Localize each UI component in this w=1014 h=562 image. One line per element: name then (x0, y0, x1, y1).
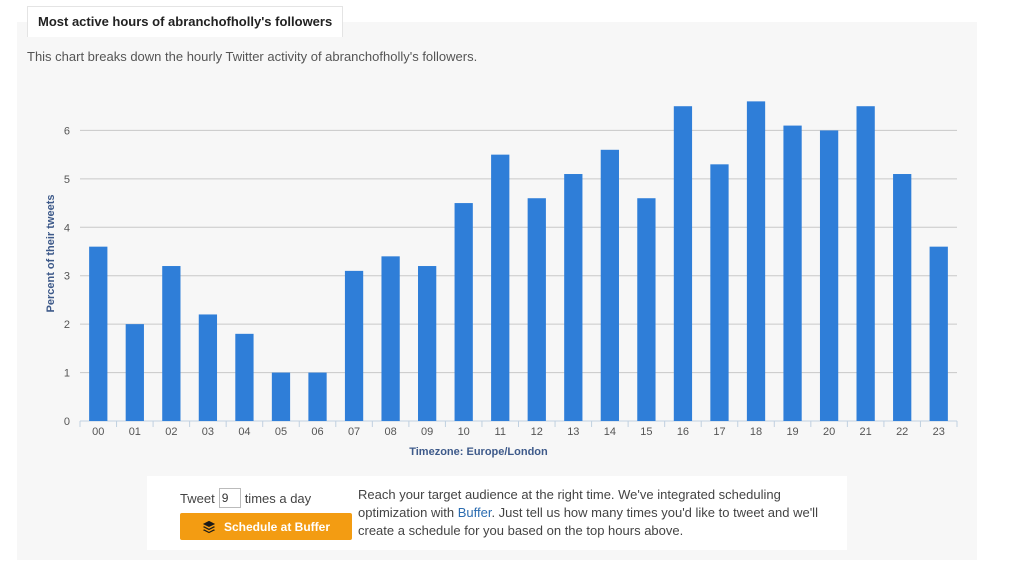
panel-title: Most active hours of abranchofholly's fo… (38, 14, 333, 29)
y-tick-label: 5 (64, 174, 70, 186)
tweet-suffix-label: times a day (244, 490, 312, 506)
bar-15 (637, 198, 656, 421)
bar-17 (710, 164, 729, 422)
desc-text-after: . Just tell us how many times you'd like… (358, 505, 818, 538)
x-tick-label: 09 (421, 426, 433, 438)
scheduler-description: Reach your target audience at the right … (358, 486, 828, 540)
y-tick-label: 6 (64, 125, 70, 137)
bar-19 (783, 125, 802, 421)
x-tick-label: 05 (275, 426, 287, 438)
bar-05 (271, 372, 291, 421)
buffer-link[interactable]: Buffer (457, 505, 492, 520)
x-tick-label: 12 (531, 426, 543, 438)
x-tick-label: 11 (495, 426, 506, 438)
x-tick-label: 08 (384, 426, 396, 438)
schedule-button-label: Schedule at Buffer (223, 519, 331, 534)
y-tick-label: 0 (64, 416, 70, 428)
bar-22 (893, 174, 912, 421)
x-tick-label: 16 (677, 426, 689, 438)
bar-10 (454, 203, 473, 421)
chart-subtitle: This chart breaks down the hourly Twitte… (27, 49, 478, 64)
bar-06 (308, 372, 327, 421)
schedule-at-buffer-button[interactable]: Schedule at Buffer (180, 513, 352, 540)
bar-09 (418, 266, 437, 421)
x-tick-label: 17 (713, 426, 725, 438)
bar-21 (856, 106, 875, 421)
x-tick-label: 21 (860, 426, 872, 438)
bar-01 (125, 324, 144, 421)
tweet-count-input[interactable] (218, 488, 241, 508)
x-tick-label: 14 (604, 426, 616, 438)
bar-18 (746, 101, 766, 421)
bar-07 (344, 270, 364, 421)
x-axis-title: Timezone: Europe/London (409, 446, 548, 458)
desc-text-before: Reach your target audience at the right … (358, 487, 781, 520)
y-axis-title: Percent of their tweets (45, 195, 57, 313)
x-tick-label: 01 (129, 426, 141, 438)
bar-04 (235, 333, 254, 421)
x-tick-label: 07 (348, 426, 360, 438)
scheduler-box: Tweet times a day Schedule at Buffer Rea… (147, 476, 847, 550)
bar-08 (381, 256, 400, 421)
bar-03 (198, 314, 218, 421)
x-tick-label: 10 (458, 426, 470, 438)
x-tick-label: 06 (311, 426, 323, 438)
bar-11 (491, 154, 510, 421)
layers-icon (202, 520, 216, 533)
y-tick-label: 4 (64, 222, 70, 234)
y-tick-label: 2 (64, 319, 70, 331)
tweet-frequency-row: Tweet times a day (180, 488, 311, 508)
x-tick-label: 19 (786, 426, 798, 438)
bar-13 (564, 174, 583, 421)
bar-23 (929, 246, 948, 421)
x-tick-label: 02 (165, 426, 177, 438)
bar-02 (162, 266, 181, 421)
x-tick-label: 15 (640, 426, 652, 438)
bar-00 (89, 246, 108, 421)
x-tick-label: 00 (92, 426, 104, 438)
y-tick-label: 3 (64, 271, 70, 283)
x-tick-label: 23 (933, 426, 945, 438)
panel-title-tab: Most active hours of abranchofholly's fo… (27, 6, 344, 37)
bar-20 (819, 130, 839, 421)
x-tick-label: 04 (238, 426, 250, 438)
bar-16 (673, 106, 693, 421)
x-tick-label: 13 (567, 426, 579, 438)
bar-14 (600, 149, 619, 422)
bar-12 (527, 198, 546, 421)
x-tick-label: 20 (823, 426, 835, 438)
x-tick-label: 03 (202, 426, 214, 438)
y-tick-label: 1 (64, 368, 70, 380)
x-tick-label: 18 (750, 426, 762, 438)
tweet-prefix-label: Tweet (180, 490, 215, 506)
x-tick-label: 22 (896, 426, 908, 438)
